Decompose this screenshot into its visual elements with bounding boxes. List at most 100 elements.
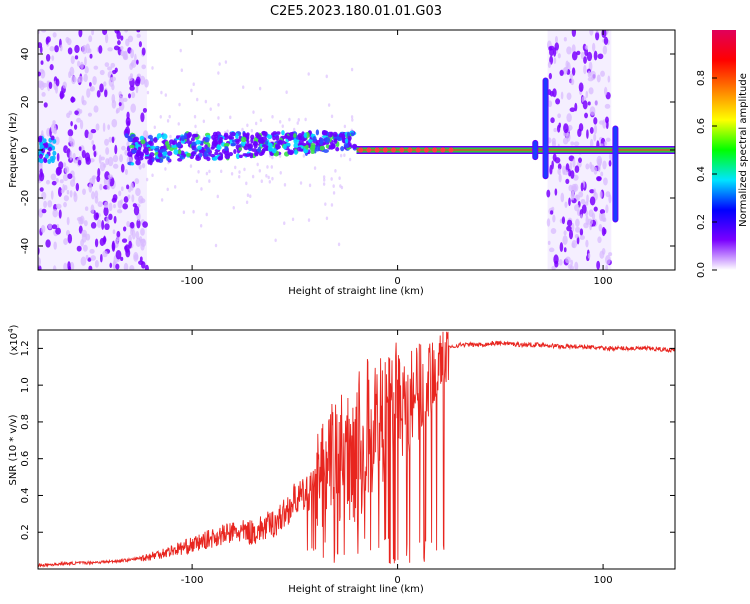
noise-blob [582, 100, 588, 110]
noise-blob [55, 203, 62, 210]
signal-blob [238, 154, 243, 159]
signal-blob [190, 137, 195, 142]
signal-blob [130, 134, 136, 138]
noise-blob [59, 90, 64, 100]
noise-blob [95, 212, 99, 219]
noise-blob [565, 60, 569, 69]
steady-tone-dot [432, 147, 438, 153]
signal-blob [205, 146, 211, 153]
noise-blob [131, 91, 136, 99]
signal-blob [333, 139, 338, 143]
noise-blob [88, 265, 93, 270]
noise-blob [557, 113, 562, 119]
noise-blob [75, 182, 80, 192]
noise-blob [45, 239, 51, 248]
noise-blob [569, 73, 574, 80]
noise-blob [98, 154, 102, 164]
noise-blob [575, 226, 581, 233]
noise-blob [308, 183, 312, 188]
noise-blob [89, 248, 95, 254]
signal-blob [332, 131, 338, 138]
noise-blob [74, 55, 79, 60]
noise-blob [234, 165, 237, 170]
signal-blob [138, 146, 142, 151]
snr-frame [37, 329, 676, 570]
noise-blob [134, 178, 140, 185]
snr-x-tick-label: 0 [394, 575, 400, 586]
noise-blob [217, 116, 220, 120]
noise-blob [53, 241, 57, 250]
noise-blob [169, 134, 172, 139]
noise-blob [88, 48, 92, 54]
signal-blob [162, 150, 168, 157]
signal-blob [149, 159, 153, 166]
signal-blob [335, 147, 340, 152]
signal-blob [307, 138, 313, 143]
snr-line-group [38, 331, 675, 568]
noise-blob [92, 75, 97, 86]
noise-blob [88, 35, 93, 43]
noise-blob [126, 141, 130, 147]
noise-blob [50, 190, 54, 200]
noise-blob [102, 30, 108, 36]
signal-blob [156, 133, 162, 139]
noise-blob [564, 201, 568, 208]
noise-blob [552, 153, 557, 162]
noise-blob [565, 256, 571, 264]
noise-blob [87, 112, 93, 117]
noise-blob [584, 112, 589, 119]
signal-blob [296, 146, 302, 152]
signal-blob [310, 150, 315, 154]
noise-blob [85, 233, 91, 241]
noise-blob [41, 92, 46, 97]
signal-blob [50, 135, 55, 141]
noise-blob [550, 228, 557, 235]
noise-blob [557, 168, 561, 176]
signal-blob [194, 148, 199, 152]
signal-blob [321, 131, 327, 136]
signal-blob [155, 158, 161, 163]
noise-blob [600, 171, 604, 177]
signal-blob [233, 149, 237, 155]
signal-blob [191, 133, 197, 138]
noise-blob [160, 90, 163, 95]
noise-blob [40, 130, 44, 137]
noise-blob [91, 140, 95, 146]
noise-blob [330, 177, 333, 181]
noise-blob [104, 89, 108, 98]
noise-blob [66, 38, 72, 46]
noise-blob [589, 196, 596, 206]
noise-blob [120, 163, 125, 173]
noise-blob [40, 30, 47, 33]
signal-blob [178, 149, 182, 155]
noise-blob [87, 131, 93, 141]
snr-axes: -100 0 100 0.2 0.4 0.6 0.8 1.0 1.2 [20, 330, 675, 586]
noise-blob [103, 163, 107, 168]
noise-blob [281, 124, 284, 129]
noise-blob [216, 194, 219, 199]
noise-blob [62, 173, 69, 182]
noise-blob [574, 165, 580, 173]
signal-blob [241, 140, 247, 147]
noise-blob [592, 42, 596, 52]
colorbar-gradient [712, 30, 736, 270]
signal-blob [166, 156, 170, 161]
noise-blob [139, 238, 146, 244]
signal-blob [344, 138, 349, 144]
noise-blob [99, 254, 103, 263]
noise-blob [205, 212, 208, 217]
noise-blob [313, 166, 317, 170]
signal-blob [39, 158, 44, 164]
noise-blob [292, 127, 296, 132]
noise-blob [126, 120, 131, 126]
noise-blob [58, 209, 62, 219]
noise-blob [208, 169, 211, 174]
noise-blob [591, 212, 596, 220]
noise-blob [84, 129, 89, 139]
signal-blob [305, 144, 309, 150]
noise-blob [64, 184, 68, 191]
noise-blob [63, 162, 67, 168]
snr-y-tick-label: 1.2 [20, 340, 31, 356]
noise-blob [136, 30, 141, 33]
